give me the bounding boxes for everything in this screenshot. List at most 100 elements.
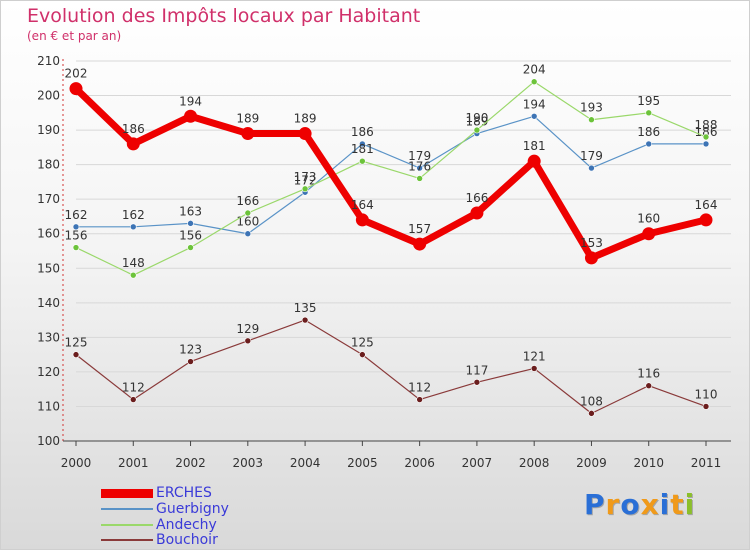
y-tick-label-140: 140 [37,296,60,310]
y-tick-label-190: 190 [37,123,60,137]
point-erches-2008 [527,154,541,168]
point-guerbigny-2000 [72,223,80,231]
series-line-guerbigny [75,115,707,235]
point-andechy-2007 [473,126,481,134]
point-bouchoir-2011 [702,403,710,410]
x-tick-label-2011: 2011 [691,456,722,470]
point-erches-2009 [584,251,598,265]
point-bouchoir-2000 [72,351,80,358]
data-label-guerbigny-2008: 194 [523,97,546,111]
point-andechy-2011 [702,133,710,141]
point-erches-2003 [241,127,255,141]
series-line-bouchoir [75,319,707,414]
data-label-andechy-2004: 173 [294,170,317,184]
data-label-guerbigny-2001: 162 [122,208,145,222]
legend-swatch-andechy [101,524,153,526]
point-andechy-2004 [301,185,309,193]
chart-title: Evolution des Impôts locaux par Habitant [27,5,421,27]
data-label-erches-2009: 153 [580,236,603,250]
x-tick-label-2003: 2003 [233,456,264,470]
data-label-bouchoir-2000: 125 [65,336,88,350]
y-tick-label-160: 160 [37,227,60,241]
point-guerbigny-2010 [645,140,653,148]
legend-label-guerbigny: Guerbigny [156,501,229,517]
data-label-bouchoir-2005: 125 [351,336,374,350]
x-tick-label-2002: 2002 [175,456,206,470]
data-label-erches-2003: 189 [236,112,259,126]
point-guerbigny-2003 [244,230,252,238]
legend-swatch-bouchoir [101,539,153,541]
point-andechy-2009 [588,116,595,124]
data-label-erches-2004: 189 [294,112,317,126]
point-andechy-2008 [530,78,538,86]
y-tick-label-150: 150 [37,261,60,275]
point-erches-2000 [69,82,83,96]
y-tick-label-130: 130 [37,330,60,344]
chart-subtitle: (en € et par an) [27,29,122,43]
data-label-andechy-2010: 195 [637,94,660,108]
point-erches-2002 [184,109,198,123]
x-tick-label-2009: 2009 [576,456,607,470]
point-bouchoir-2007 [473,378,481,386]
data-label-bouchoir-2011: 110 [695,387,718,401]
data-label-guerbigny-2006: 179 [408,149,431,163]
data-label-erches-2006: 157 [408,222,431,236]
x-tick-label-2008: 2008 [519,456,550,470]
point-bouchoir-2010 [645,382,653,390]
series-line-erches [72,85,710,262]
x-tick-label-2006: 2006 [404,456,435,470]
point-erches-2004 [298,127,312,141]
point-andechy-2003 [244,209,252,217]
point-bouchoir-2005 [359,351,366,358]
legend-label-erches: ERCHES [156,485,212,501]
y-tick-label-170: 170 [37,192,60,206]
data-label-guerbigny-2002: 163 [179,204,202,218]
y-tick-label-210: 210 [37,54,60,68]
data-label-erches-2005: 164 [351,198,374,212]
data-label-guerbigny-2010: 186 [637,125,660,139]
data-label-andechy-2000: 156 [65,229,88,243]
data-label-erches-2011: 164 [695,198,718,212]
point-andechy-2010 [645,109,653,117]
data-label-guerbigny-2003: 160 [236,215,259,229]
point-guerbigny-2009 [588,164,595,172]
legend-swatch-guerbigny [101,508,153,510]
y-tick-label-200: 200 [37,89,60,103]
point-erches-2001 [126,137,140,151]
point-andechy-2005 [359,157,366,165]
y-tick-label-100: 100 [37,434,60,448]
point-bouchoir-2004 [301,316,309,324]
series-line-andechy [75,81,707,276]
point-bouchoir-2008 [530,365,538,372]
point-guerbigny-2002 [187,220,194,227]
data-label-andechy-2005: 181 [351,142,374,156]
point-guerbigny-2005 [359,140,366,148]
data-label-bouchoir-2007: 117 [465,363,488,377]
point-guerbigny-2006 [416,164,423,172]
data-label-erches-2010: 160 [637,212,660,226]
point-erches-2006 [413,237,427,251]
data-label-andechy-2007: 190 [465,111,488,125]
x-tick-label-2005: 2005 [347,456,378,470]
legend-label-andechy: Andechy [156,517,217,533]
data-label-andechy-2009: 193 [580,101,603,115]
data-label-erches-2007: 166 [465,191,488,205]
point-guerbigny-2011 [702,140,710,148]
proxiti-logo: Proxiti [584,488,696,521]
data-label-andechy-2011: 188 [695,118,718,132]
data-label-erches-2008: 181 [523,139,546,153]
point-andechy-2000 [72,244,80,251]
x-tick-label-2000: 2000 [61,456,92,470]
y-tick-label-110: 110 [37,399,60,413]
point-guerbigny-2008 [530,112,538,120]
data-label-guerbigny-2009: 179 [580,149,603,163]
y-tick-label-120: 120 [37,365,60,379]
data-label-erches-2001: 186 [122,122,145,136]
legend-label-bouchoir: Bouchoir [156,532,218,548]
data-label-erches-2002: 194 [179,94,202,108]
data-label-andechy-2001: 148 [122,256,145,270]
point-guerbigny-2001 [129,223,137,231]
data-label-bouchoir-2002: 123 [179,343,202,357]
